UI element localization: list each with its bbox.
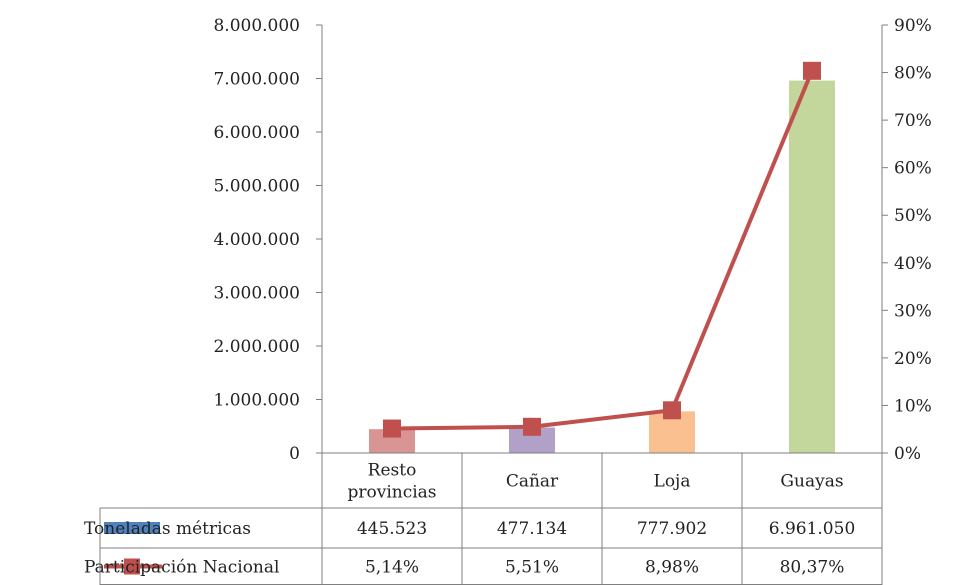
table-value-line: 5,51% [505, 558, 559, 578]
right-tick-label: 80% [894, 64, 932, 84]
right-tick-label: 30% [894, 301, 932, 321]
category-label: Loja [654, 472, 691, 492]
right-tick-label: 20% [894, 349, 932, 369]
table-value-line: 8,98% [645, 558, 699, 578]
left-tick-label: 2.000.000 [213, 337, 300, 357]
table-value-bars: 777.902 [637, 519, 707, 539]
bar-4 [789, 80, 835, 453]
left-tick-label: 6.000.000 [213, 123, 300, 143]
line-marker-1 [383, 419, 401, 438]
left-tick-label: 5.000.000 [213, 177, 300, 197]
category-label: Guayas [780, 472, 843, 492]
left-tick-label: 4.000.000 [213, 230, 300, 250]
legend-swatch-bar [104, 522, 160, 534]
right-tick-label: 0% [894, 444, 921, 464]
bar-1 [369, 429, 415, 453]
legend-swatch-marker [124, 558, 140, 575]
left-tick-label: 3.000.000 [213, 284, 300, 304]
table-value-line: 5,14% [365, 558, 419, 578]
right-tick-label: 70% [894, 111, 932, 131]
left-tick-label: 8.000.000 [213, 16, 300, 36]
right-tick-label: 10% [894, 396, 932, 416]
table-value-bars: 477.134 [497, 519, 567, 539]
right-tick-label: 90% [894, 16, 932, 36]
left-tick-label: 1.000.000 [213, 391, 300, 411]
bar-series [369, 80, 835, 453]
left-y-axis: 0 1.000.000 2.000.000 3.000.000 4.000.000 5.0… [213, 16, 323, 585]
line-marker-4 [803, 61, 821, 80]
right-tick-label: 40% [894, 254, 932, 274]
line-marker-3 [663, 401, 681, 420]
right-tick-label: 60% [894, 159, 932, 179]
legend-label-line: Participación Nacional [84, 558, 279, 578]
line-path [391, 70, 814, 431]
legend-label-bars: Toneladas métricas [84, 519, 251, 539]
category-label: provincias [347, 483, 436, 503]
right-tick-label: 50% [894, 206, 932, 226]
right-y-axis: 0% 10% 20% 30% 40% 50% 60% 70% 80% 90% [881, 16, 932, 585]
line-marker-2 [523, 417, 541, 436]
table-value-bars: 445.523 [357, 519, 427, 539]
category-label: Cañar [506, 472, 559, 492]
table-value-line: 80,37% [780, 558, 845, 578]
table-value-bars: 6.961.050 [769, 519, 856, 539]
left-tick-label: 0 [289, 444, 300, 464]
line-series [383, 61, 821, 438]
category-label: Resto [368, 461, 417, 481]
left-tick-label: 7.000.000 [213, 70, 300, 90]
